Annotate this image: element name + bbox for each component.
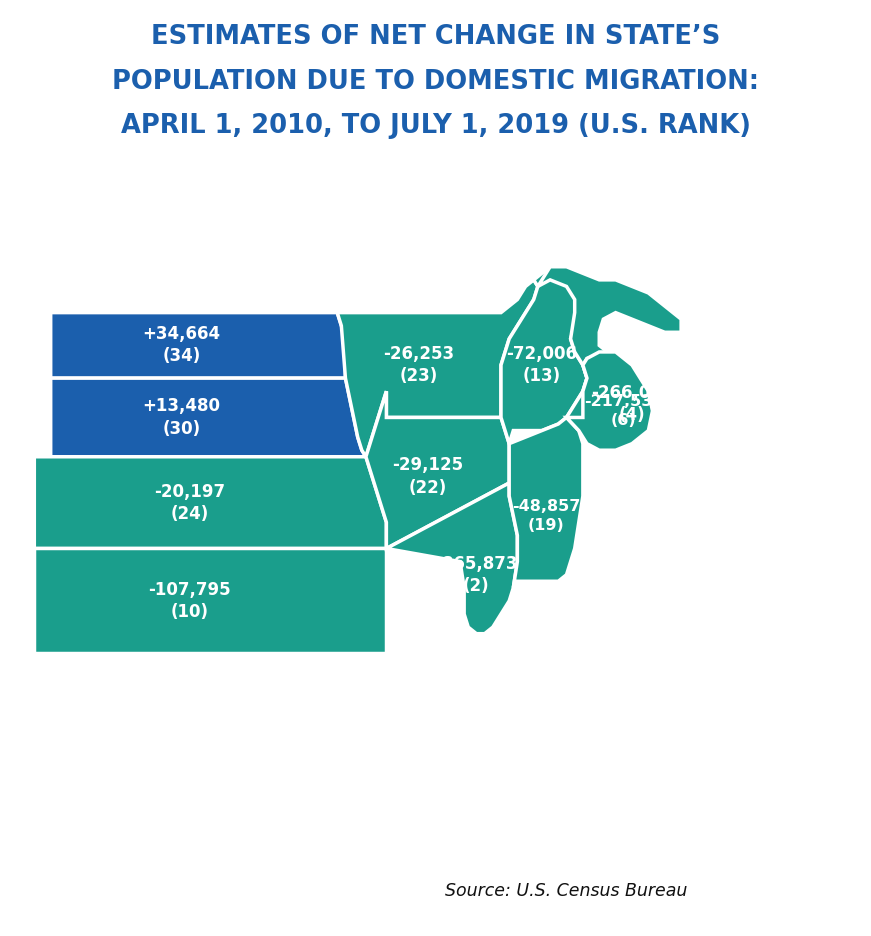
Text: -48,857
(19): -48,857 (19) (512, 499, 580, 533)
Polygon shape (366, 391, 510, 548)
Polygon shape (387, 483, 517, 634)
Polygon shape (538, 267, 681, 365)
Text: +13,480
(30): +13,480 (30) (143, 398, 220, 437)
Polygon shape (566, 352, 652, 450)
Text: -217,531
(6): -217,531 (6) (584, 394, 664, 428)
Polygon shape (34, 548, 387, 653)
Text: -26,253
(23): -26,253 (23) (383, 345, 455, 385)
Text: Source: U.S. Census Bureau: Source: U.S. Census Bureau (445, 882, 687, 900)
Text: -865,873
(2): -865,873 (2) (436, 555, 517, 594)
Polygon shape (337, 280, 538, 457)
Polygon shape (51, 378, 366, 457)
Polygon shape (566, 352, 652, 450)
Text: -266,084
(4): -266,084 (4) (591, 385, 673, 424)
Polygon shape (51, 313, 346, 378)
Text: POPULATION DUE TO DOMESTIC MIGRATION:: POPULATION DUE TO DOMESTIC MIGRATION: (112, 69, 759, 95)
Text: -20,197
(24): -20,197 (24) (154, 483, 226, 522)
Polygon shape (34, 457, 387, 548)
Polygon shape (501, 267, 587, 444)
Text: -107,795
(10): -107,795 (10) (149, 581, 231, 621)
Text: -72,006
(13): -72,006 (13) (506, 345, 577, 385)
Polygon shape (510, 417, 583, 588)
Text: -29,125
(22): -29,125 (22) (392, 457, 463, 496)
Text: APRIL 1, 2010, TO JULY 1, 2019 (U.S. RANK): APRIL 1, 2010, TO JULY 1, 2019 (U.S. RAN… (120, 113, 751, 139)
Text: ESTIMATES OF NET CHANGE IN STATE’S: ESTIMATES OF NET CHANGE IN STATE’S (151, 24, 720, 51)
Text: +34,664
(34): +34,664 (34) (143, 326, 220, 365)
